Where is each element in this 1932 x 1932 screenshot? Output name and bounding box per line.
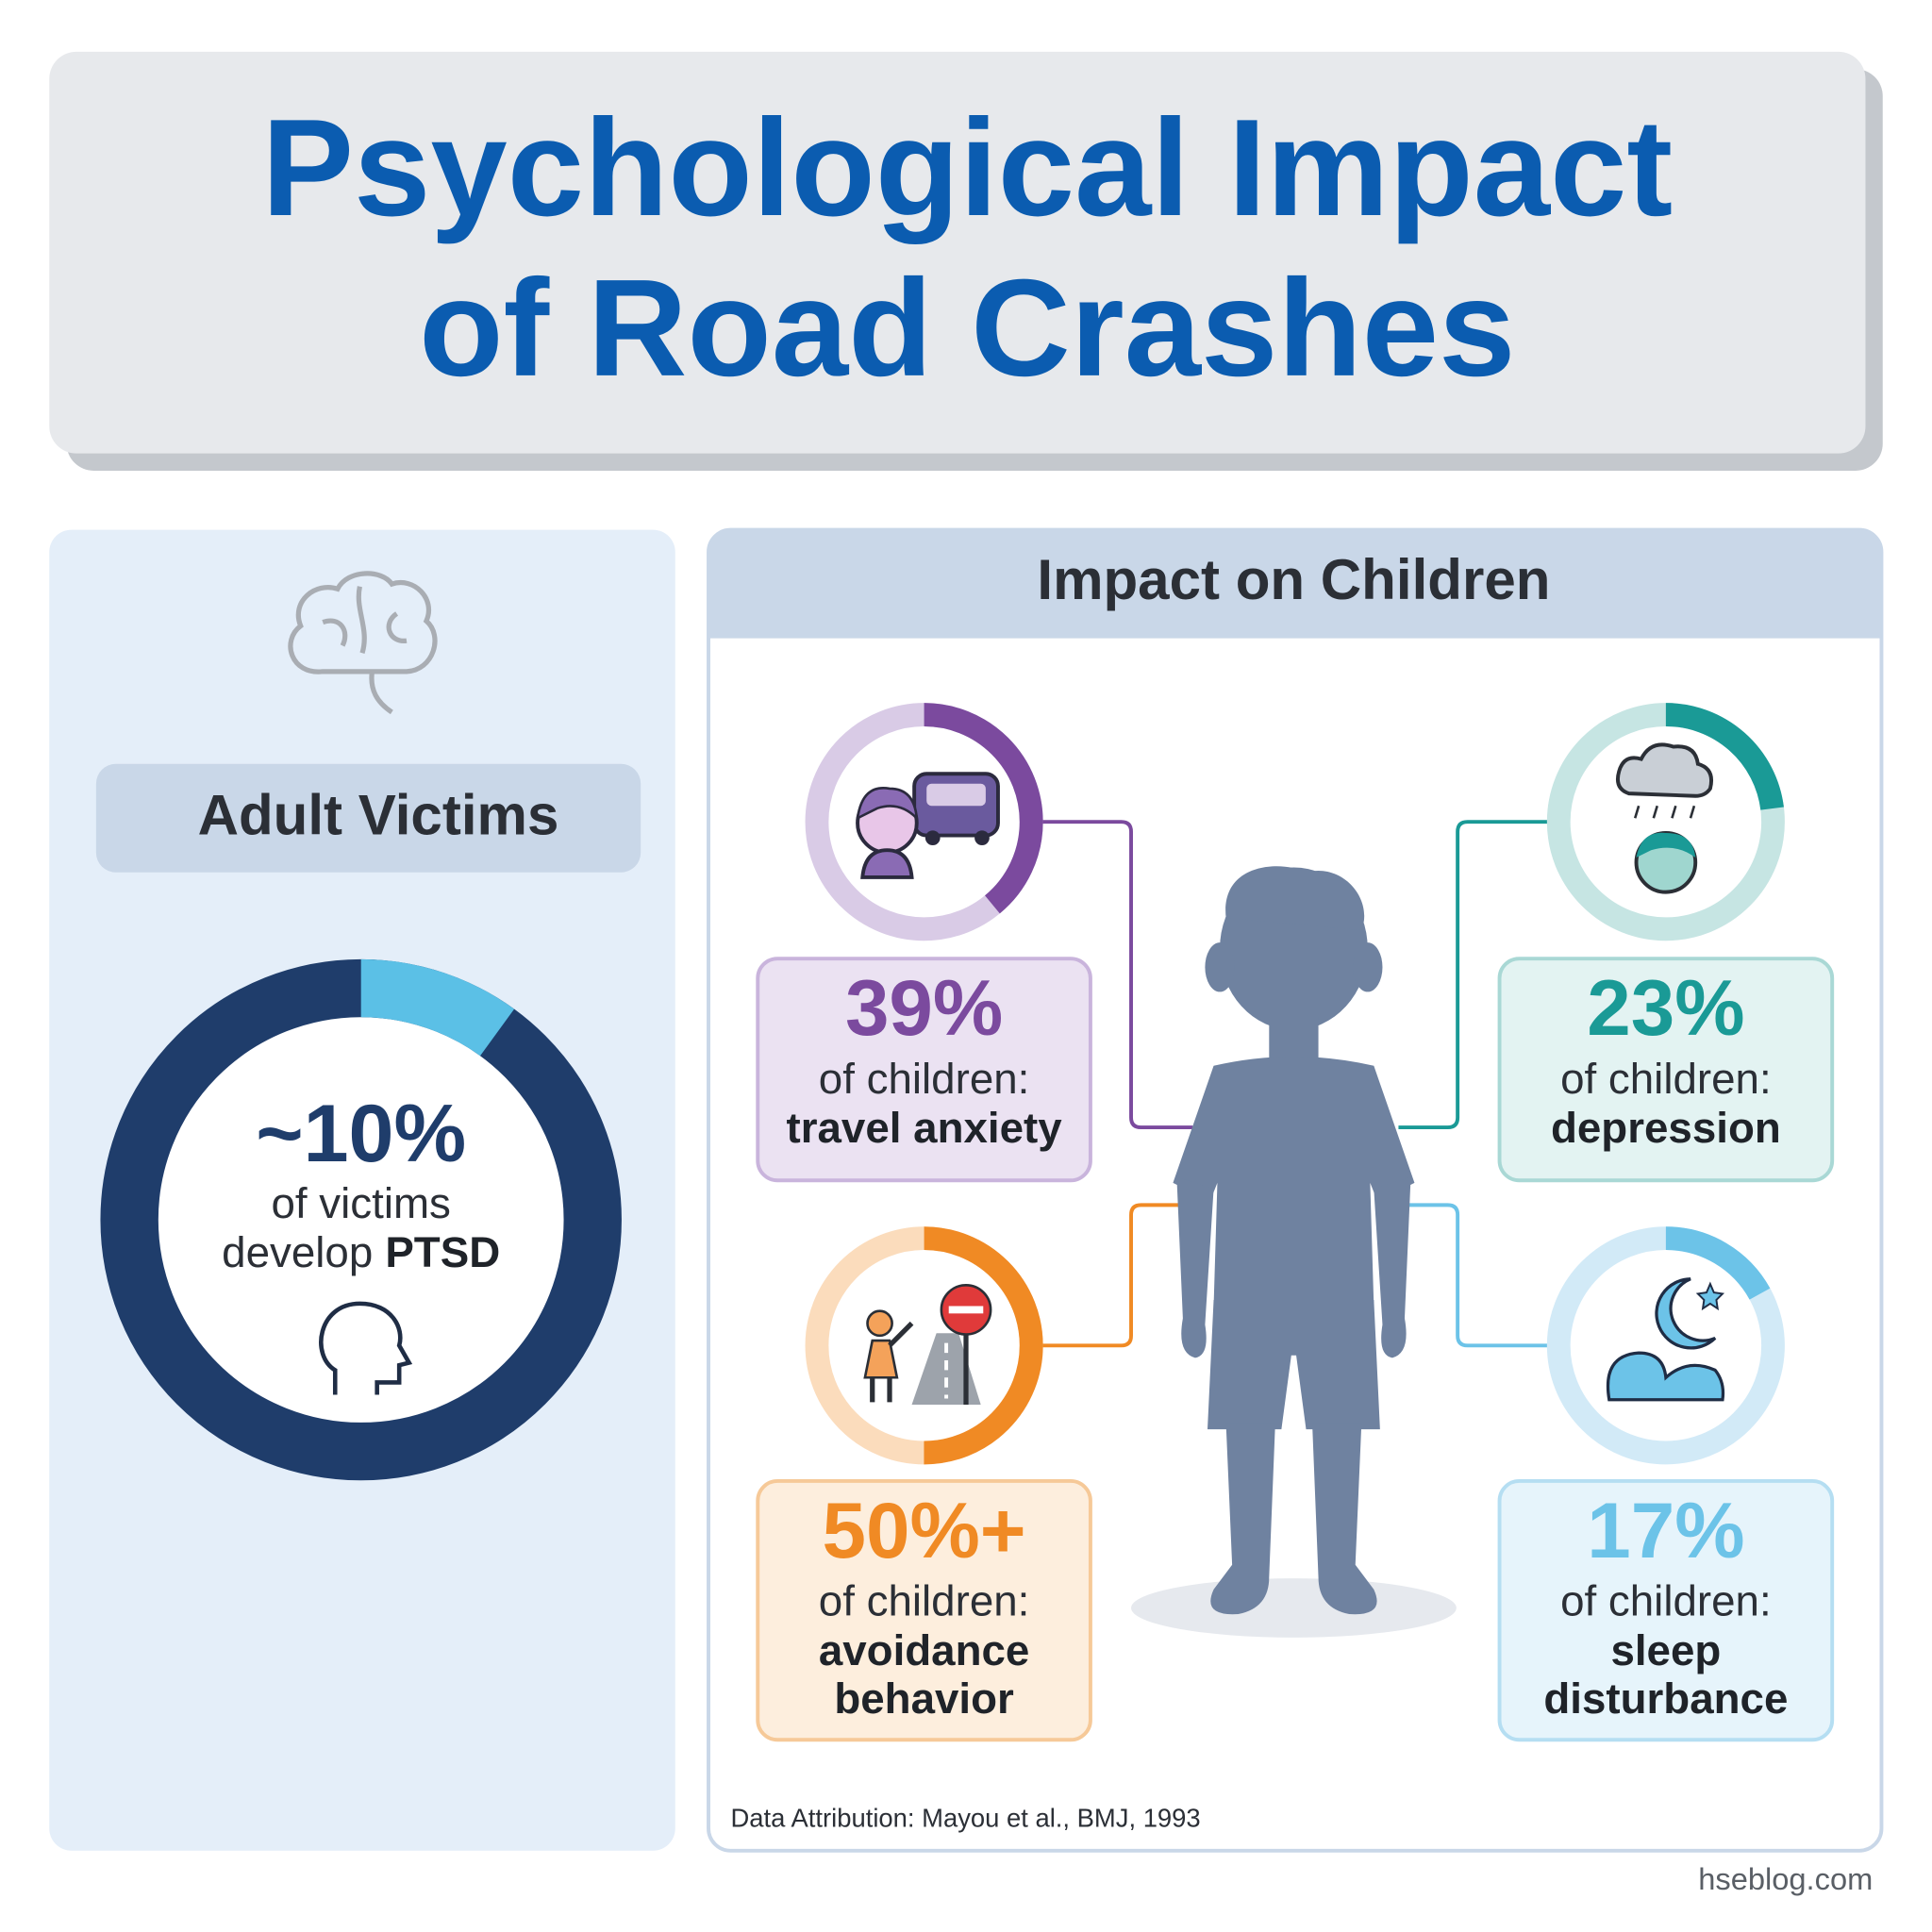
donut-arc (805, 703, 1043, 941)
stat-effect: avoidance (819, 1626, 1030, 1674)
stat-label: 17% (1587, 1486, 1744, 1574)
adult-emphasis: PTSD (385, 1228, 500, 1276)
stat-label: 50%+ (823, 1486, 1026, 1574)
stat-box (756, 1479, 1092, 1742)
stat-box (756, 957, 1092, 1183)
adult-title-pill (95, 763, 641, 873)
stat-box (1497, 957, 1835, 1183)
stat-prefix: of children: (1560, 1577, 1772, 1625)
title-card (49, 51, 1866, 454)
connector (1398, 1203, 1548, 1348)
head-icon (319, 1301, 413, 1395)
stat-label: 23% (1587, 963, 1744, 1052)
attribution: Data Attribution: Mayou et al., BMJ, 199… (731, 1803, 1201, 1832)
stat-effect: travel anxiety (787, 1104, 1063, 1152)
stat-box (1497, 1479, 1835, 1742)
donut-fill (1570, 1249, 1762, 1442)
stat-effect: sleep (1610, 1626, 1721, 1674)
icon-travel (856, 772, 1000, 879)
donut-fill (158, 1016, 565, 1424)
icon-sleep (1607, 1277, 1725, 1402)
child-silhouette (1131, 866, 1457, 1638)
donut-arc (1546, 703, 1785, 941)
icon-avoidance (863, 1283, 992, 1405)
adult-donut (100, 958, 622, 1481)
donut-fill (827, 1249, 1021, 1442)
connector (1041, 1203, 1193, 1348)
donut-arc (100, 958, 622, 1481)
stat-effect: depression (1551, 1104, 1781, 1152)
adult-title: Adult Victims (198, 783, 559, 846)
watermark: hseblog.com (1698, 1861, 1873, 1896)
children-header (708, 529, 1882, 639)
adult-text: of victims (271, 1179, 450, 1227)
icon-depression (1615, 742, 1713, 894)
connector (1041, 820, 1193, 1130)
adult-text-line: develop PTSD (222, 1228, 500, 1276)
stat-label: 39% (845, 963, 1003, 1052)
donut-arc (1546, 1226, 1785, 1465)
stat-effect: behavior (834, 1674, 1014, 1723)
title-line: of Road Crashes (419, 251, 1515, 405)
title-line: Psychological Impact (261, 91, 1673, 244)
adult-text: develop (222, 1228, 373, 1276)
brain-icon (288, 571, 438, 715)
children-title: Impact on Children (1037, 548, 1550, 611)
adult-stat: ~10% (256, 1089, 466, 1179)
stat-prefix: of children: (819, 1055, 1030, 1103)
connectors (1041, 820, 1548, 1348)
stat-prefix: of children: (1560, 1055, 1772, 1103)
donut-arc (805, 1226, 1043, 1465)
stat-effect: disturbance (1543, 1674, 1788, 1723)
connector (1398, 820, 1548, 1130)
stat-prefix: of children: (819, 1577, 1030, 1625)
